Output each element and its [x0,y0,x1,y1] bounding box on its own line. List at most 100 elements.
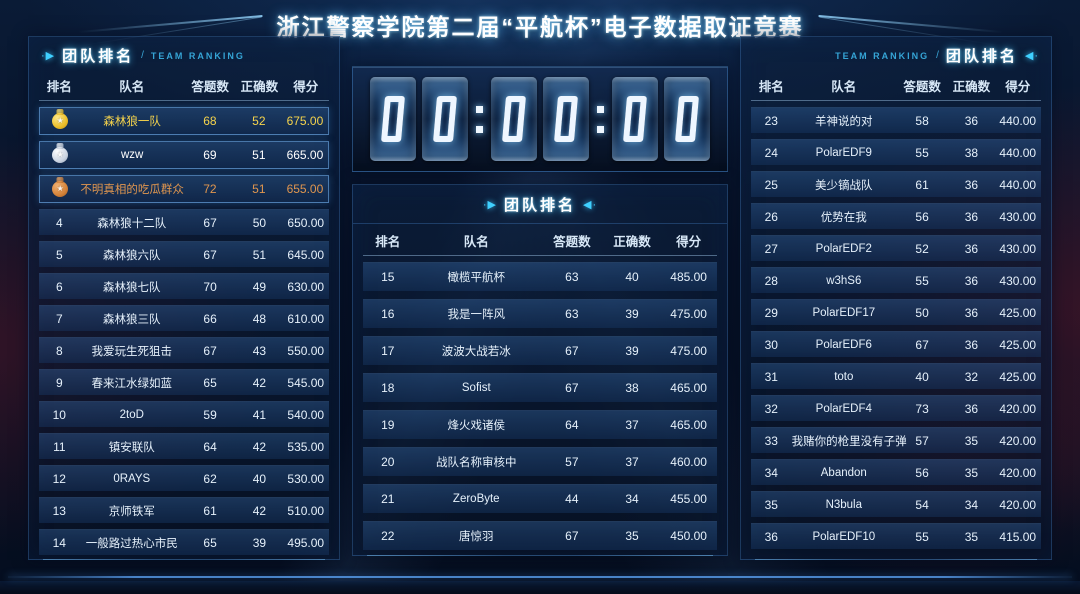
cell-rank: ★ 23 [764,113,778,128]
column-header-rank: 排名 [758,80,784,94]
column-header-score: 得分 [1005,80,1031,94]
cell-score: 475.00 [670,344,707,358]
table-row: ★ 25 美少镝战队 61 36 440.00 [751,171,1041,197]
cell-team-name: PolarEDF9 [815,146,872,159]
cell-answered: 64 [203,439,217,454]
arrow-left-icon: ◀· [1024,50,1039,62]
cell-answered: 55 [915,529,929,544]
table-row: ★ 24 PolarEDF9 55 38 440.00 [751,139,1041,165]
table-row: ★ 28 w3hS6 55 36 430.00 [751,267,1041,293]
table-header: 排名 队名 答题数 正确数 得分 [751,71,1041,101]
cell-answered: 56 [915,209,929,224]
cell-score: 550.00 [287,343,325,358]
column-header-name: 队名 [831,80,857,94]
cell-rank: ★ 9 [55,375,63,390]
clock-digit [491,77,537,161]
cell-rank: ★ 18 [381,381,395,395]
cell-correct: 43 [252,343,267,358]
cell-team-name: Sofist [461,382,491,394]
cell-correct: 39 [625,344,639,358]
cell-rank: ★ 6 [55,279,63,294]
table-row: ★ 7 森林狼三队 66 48 610.00 [39,305,329,331]
cell-answered: 50 [915,305,929,320]
column-header-name: 队名 [119,80,145,94]
seven-segment-zero [622,96,648,142]
cell-answered: 65 [203,375,217,390]
cell-correct: 37 [625,418,639,432]
footer-decoration-line [8,576,1072,578]
cell-rank: ★ 36 [764,529,778,544]
cell-answered: 61 [203,503,217,518]
cell-rank: ★ 8 [55,343,63,358]
cell-score: 415.00 [999,529,1037,544]
table-row: ★ 14 一般路过热心市民 65 39 495.00 [39,529,329,555]
title-decoration-right [817,14,1003,47]
table-row: ★ 10 2toD 59 41 540.00 [39,401,329,427]
table-row: ★ 22 唐惊羽 67 35 450.00 [363,521,717,550]
cell-team-name: 2toD [119,408,144,421]
cell-answered: 72 [203,182,217,196]
cell-answered: 57 [915,433,929,448]
cell-correct: 35 [964,465,979,480]
table-row: ★ 31 toto 40 32 425.00 [751,363,1041,389]
cell-score: 440.00 [999,113,1037,128]
cell-answered: 63 [565,307,579,321]
cell-team-name: toto [834,370,854,383]
table-row: ★ 9 春来江水绿如蓝 65 42 545.00 [39,369,329,395]
cell-score: 610.00 [287,311,325,326]
table-row: ★ 8 我爱玩生死狙击 67 43 550.00 [39,337,329,363]
cell-score: 430.00 [999,241,1037,256]
cell-correct: 51 [252,148,266,162]
clock-digit [612,77,658,161]
countdown-clock: 00:00:00 [352,66,728,172]
clock-digit [422,77,468,161]
medal-icon: ★ [52,181,69,197]
cell-team-name: wzw [120,149,144,161]
cell-correct: 36 [964,273,979,288]
cell-correct: 40 [625,270,639,284]
cell-team-name: PolarEDF2 [815,242,872,255]
column-header-correct: 正确数 [240,80,279,94]
cell-team-name: 京师铁军 [108,505,155,518]
cell-score: 440.00 [999,177,1037,192]
middle-panel-header: ·▶ 团队排名 ◀· [353,185,727,224]
table-row: ★ 16 我是一阵风 63 39 475.00 [363,299,717,328]
cell-answered: 65 [203,535,217,550]
cell-rank: ★ 30 [764,337,778,352]
table-row: ★ 23 羊神说的对 58 36 440.00 [751,107,1041,133]
cell-rank: ★ 20 [381,455,395,469]
cell-score: 465.00 [670,418,707,432]
cell-score: 665.00 [286,148,324,162]
column-header-score: 得分 [293,80,319,94]
table-row: ★ 1 森林狼一队 68 52 675.00 [39,107,329,135]
cell-answered: 40 [915,369,929,384]
cell-answered: 67 [203,247,217,262]
table-row: ★ 29 PolarEDF17 50 36 425.00 [751,299,1041,325]
cell-score: 420.00 [999,401,1037,416]
panel-title: 团队排名 [945,48,1018,65]
table-row: ★ 34 Abandon 56 35 420.00 [751,459,1041,485]
cell-answered: 52 [915,241,929,256]
table-header: 排名 队名 答题数 正确数 得分 [39,71,329,101]
cell-answered: 56 [915,465,929,480]
cell-score: 460.00 [670,455,707,469]
cell-answered: 67 [203,215,217,230]
cell-correct: 40 [252,471,267,486]
cell-score: 425.00 [999,369,1037,384]
cell-rank: ★ 17 [381,344,395,358]
column-header-score: 得分 [676,235,702,249]
cell-team-name: PolarEDF4 [815,402,872,415]
cell-answered: 54 [915,497,929,512]
cell-correct: 36 [964,401,979,416]
table-row: ★ 36 PolarEDF10 55 35 415.00 [751,523,1041,549]
cell-score: 420.00 [999,433,1037,448]
column-header-answered: 答题数 [553,235,591,249]
cell-score: 430.00 [999,273,1037,288]
left-ranking-panel: ·▶ 团队排名 / TEAM RANKING 排名 队名 答题数 正确数 得分 … [28,36,340,560]
cell-score: 645.00 [287,247,325,262]
cell-answered: 62 [203,471,217,486]
cell-score: 630.00 [287,279,325,294]
column-header-rank: 排名 [46,80,72,94]
cell-answered: 69 [203,148,217,162]
cell-team-name: 0RAYS [113,472,151,485]
